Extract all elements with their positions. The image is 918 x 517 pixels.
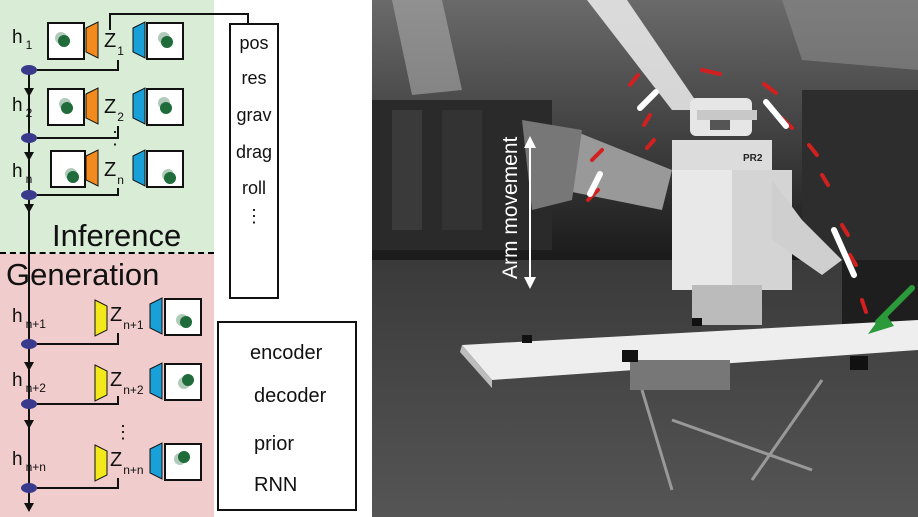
generated-frame — [164, 363, 202, 401]
hidden-state-label: h n+2 — [12, 370, 46, 395]
ellipsis: ⋮ — [106, 128, 124, 148]
robot-photo: PR2 Arm movement — [372, 0, 918, 517]
legend-prior-label: prior — [254, 433, 295, 455]
rnn-z-link — [37, 478, 119, 489]
rnn-node — [21, 65, 37, 75]
decoder-shape — [149, 442, 163, 480]
rnn-node — [21, 483, 37, 493]
prior-shape — [94, 444, 108, 482]
rnn-z-link — [37, 188, 119, 196]
reconstruction-frame — [146, 150, 184, 188]
decoder-shape — [132, 149, 146, 187]
generated-frame — [164, 443, 202, 481]
latent-z-label: Z1 — [104, 30, 124, 58]
state-item: roll — [241, 178, 266, 198]
arm-movement-label: Arm movement — [499, 136, 522, 279]
latent-z-label: Zn+1 — [110, 304, 144, 332]
section-divider — [0, 252, 214, 254]
legend — [217, 321, 357, 511]
state-item: ⋮ — [245, 206, 263, 226]
encoder-shape — [85, 149, 99, 187]
decoder-shape — [149, 362, 163, 400]
input-frame — [47, 22, 85, 60]
spine-arrow — [24, 503, 34, 512]
legend-decoder-label: decoder — [254, 385, 327, 407]
legend-rnn-label: RNN — [254, 474, 298, 496]
legend-encoder-label: encoder — [250, 342, 323, 364]
ellipsis: ⋮ — [114, 422, 132, 442]
state-item: pos — [239, 33, 269, 53]
latent-z-label: Zn+n — [110, 449, 144, 477]
rnn-node — [21, 339, 37, 349]
reconstruction-frame — [146, 88, 184, 126]
generation-label: Generation — [6, 257, 160, 292]
rnn-node — [21, 190, 37, 200]
prior-shape — [94, 364, 108, 402]
spine-arrow — [24, 362, 34, 371]
robot-scene — [372, 0, 918, 517]
trajectory-marks — [586, 68, 868, 314]
inference-label: Inference — [52, 218, 182, 253]
rnn-z-link — [37, 333, 119, 345]
robot-label: PR2 — [743, 153, 763, 164]
rnn-node — [21, 399, 37, 409]
rnn-node — [21, 133, 37, 143]
spine-arrow — [24, 152, 34, 161]
spine-arrow — [24, 204, 34, 213]
green-arrow — [868, 285, 915, 334]
decoder-shape — [132, 21, 146, 59]
spine-arrow — [24, 420, 34, 429]
spine-arrow — [24, 88, 34, 97]
ball-silhouettes — [587, 89, 857, 278]
latent-z-label: Zn — [104, 159, 124, 187]
prior-shape — [94, 299, 108, 337]
rnn-z-link — [37, 396, 119, 405]
latent-z-label: Zn+2 — [110, 369, 144, 397]
latent-z-label: Z2 — [104, 96, 124, 124]
decoder-shape — [132, 87, 146, 125]
state-item: drag — [235, 142, 273, 162]
input-frame — [50, 150, 86, 188]
hidden-state-label: h n+n — [12, 449, 46, 474]
z-state-link — [109, 13, 249, 30]
encoder-shape — [85, 87, 99, 125]
encoder-shape — [85, 21, 99, 59]
generated-frame — [164, 298, 202, 336]
decoder-shape — [149, 297, 163, 335]
arm-movement-arrow — [524, 136, 536, 289]
state-item: grav — [236, 105, 272, 125]
rnn-z-link — [37, 60, 119, 71]
input-frame — [47, 88, 85, 126]
rnn-z-link — [37, 126, 119, 139]
state-item: res — [241, 68, 267, 88]
reconstruction-frame — [146, 22, 184, 60]
physics-state-box — [229, 23, 279, 299]
hidden-state-label: h n+1 — [12, 306, 46, 331]
